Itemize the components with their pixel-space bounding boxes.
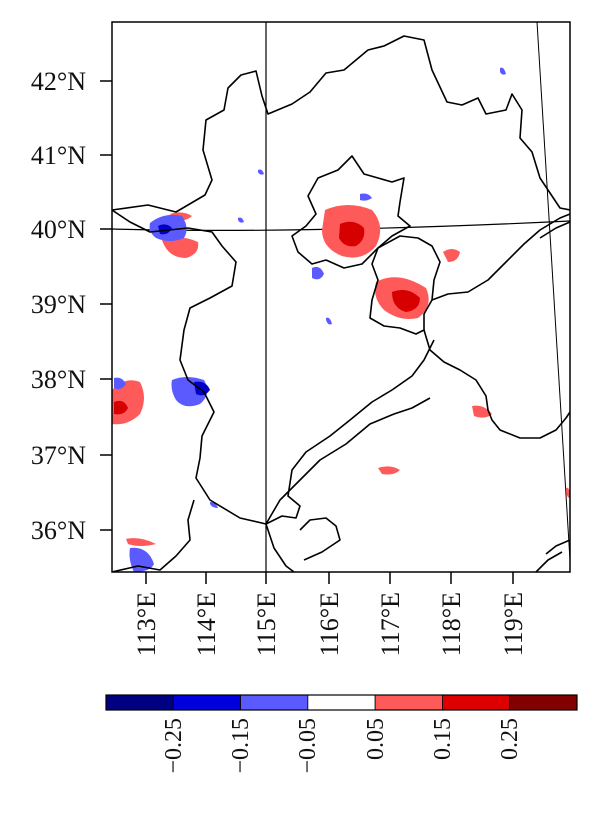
province-boundaries (112, 35, 570, 572)
positive-anomaly-patches (112, 205, 570, 546)
colorbar-bin-5 (442, 694, 511, 711)
lon-label-114e: 114°E (192, 592, 221, 656)
lat-label-41n: 41°N (31, 141, 86, 170)
lon-label-116e: 116°E (315, 592, 344, 656)
colorbar-ticks: −0.25 −0.15 −0.05 0.05 0.15 0.25 (161, 718, 523, 774)
colorbar: −0.25 −0.15 −0.05 0.05 0.15 0.25 (105, 694, 578, 774)
colorbar-bin-1 (172, 694, 241, 711)
lon-label-115e: 115°E (252, 592, 281, 656)
colorbar-label-neg015: −0.15 (228, 718, 254, 774)
colorbar-frame (105, 694, 578, 711)
colorbar-bin-3 (307, 694, 376, 711)
lat-label-42n: 42°N (31, 67, 86, 96)
lat-label-36n: 36°N (31, 516, 86, 545)
colorbar-bin-2 (240, 694, 309, 711)
map-frame (111, 21, 571, 573)
colorbar-label-025: 0.25 (497, 718, 523, 760)
lat-label-39n: 39°N (31, 290, 86, 319)
map-panel: 42°N 41°N 40°N 39°N 38°N 37°N 36°N 113°E… (31, 21, 571, 656)
colorbar-label-015: 0.15 (430, 718, 456, 760)
lon-label-118e: 118°E (437, 592, 466, 656)
colorbar-label-005: 0.05 (363, 718, 389, 760)
colorbar-bins (105, 694, 578, 711)
colorbar-bin-6 (509, 694, 578, 711)
colorbar-bin-0 (105, 694, 174, 711)
latitude-axis: 42°N 41°N 40°N 39°N 38°N 37°N 36°N (31, 67, 112, 545)
longitude-axis: 113°E 114°E 115°E 116°E 117°E 118°E 119°… (132, 572, 528, 656)
colorbar-label-neg025: −0.25 (161, 718, 187, 774)
colorbar-bin-4 (374, 694, 443, 711)
lon-label-113e: 113°E (132, 592, 161, 656)
lon-label-119e: 119°E (499, 592, 528, 656)
negative-anomaly-patches (114, 67, 506, 572)
boundary-meridian-right (536, 22, 570, 561)
lat-label-37n: 37°N (31, 441, 86, 470)
lat-label-38n: 38°N (31, 365, 86, 394)
lat-label-40n: 40°N (31, 215, 86, 244)
lon-label-117e: 117°E (376, 592, 405, 656)
colorbar-label-neg005: −0.05 (295, 718, 321, 774)
